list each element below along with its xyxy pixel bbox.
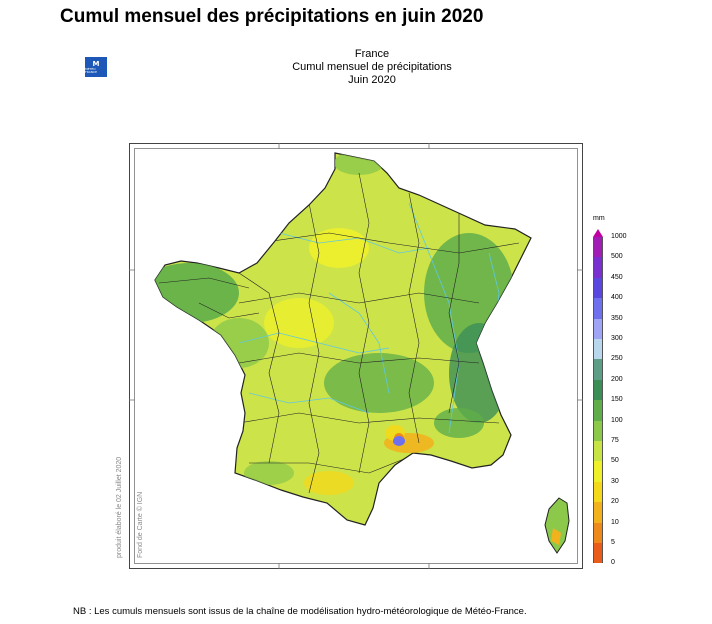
legend-tick-label: 1000	[611, 233, 627, 240]
footnote: NB : Les cumuls mensuels sont issus de l…	[73, 606, 527, 617]
legend-tick-label: 250	[611, 355, 623, 363]
page-title: Cumul mensuel des précipitations en juin…	[60, 6, 484, 27]
legend-color-cell	[593, 461, 603, 482]
meteo-france-logo: M MÉTÉO FRANCE	[85, 57, 107, 77]
legend-tick-label: 10	[611, 518, 619, 526]
frame-ticks	[129, 143, 583, 569]
logo-mark: M	[92, 59, 100, 68]
legend-tick-label: 300	[611, 335, 623, 342]
rivers	[238, 202, 500, 434]
legend-color-cell	[593, 339, 603, 360]
legend-tick-label: 75	[611, 437, 619, 444]
legend-tick-label: 350	[611, 314, 623, 322]
department-boundaries	[158, 172, 520, 494]
basemap-credit: Fond de Carte © IGN	[137, 491, 144, 558]
legend-tick-label: 500	[611, 253, 623, 261]
legend-tick-label: 150	[611, 396, 623, 404]
legend-color-cell	[593, 502, 603, 523]
legend-color-cell	[593, 318, 603, 339]
corsica-dry-zone	[551, 528, 561, 545]
legend-color-cell	[593, 257, 603, 278]
legend-tick-label: 50	[611, 457, 619, 465]
legend-unit: mm	[593, 215, 605, 222]
produced-date-note: produit élaboré le 02 Juillet 2020	[116, 456, 123, 558]
legend-tick-label: 450	[611, 273, 623, 281]
subtitle-measure: Cumul mensuel de précipitations	[292, 61, 452, 73]
logo-text: MÉTÉO FRANCE	[85, 66, 97, 74]
legend-color-cell	[593, 481, 603, 503]
legend-tick-label: 30	[611, 477, 619, 485]
legend-tick-label: 100	[611, 416, 623, 424]
subtitle-period: Juin 2020	[348, 74, 396, 86]
corsica	[544, 497, 570, 554]
france-landmass	[154, 152, 532, 526]
precipitation-map	[129, 143, 583, 569]
legend-tick-label: 5	[611, 539, 615, 546]
legend-color-cell	[593, 298, 603, 319]
map-inner-frame	[134, 148, 578, 564]
legend-color-cell	[593, 543, 603, 564]
legend-color-cell	[593, 277, 603, 299]
legend-color-cell	[593, 359, 603, 380]
subtitle-country: France	[354, 48, 390, 60]
legend-tick-label: 0	[611, 559, 615, 567]
legend-tick-label: 400	[611, 294, 623, 302]
legend-tick-label: 20	[611, 498, 619, 506]
legend-color-cell	[593, 522, 603, 543]
legend-tick-label: 200	[611, 375, 623, 383]
heavy-rain-spot	[393, 436, 405, 446]
legend-color-cell	[593, 441, 603, 462]
legend-color-cell	[593, 237, 603, 258]
legend-color-cell	[593, 400, 603, 421]
legend-cap	[593, 229, 603, 237]
legend-color-cell	[593, 379, 603, 401]
legend-color-cell	[593, 420, 603, 441]
